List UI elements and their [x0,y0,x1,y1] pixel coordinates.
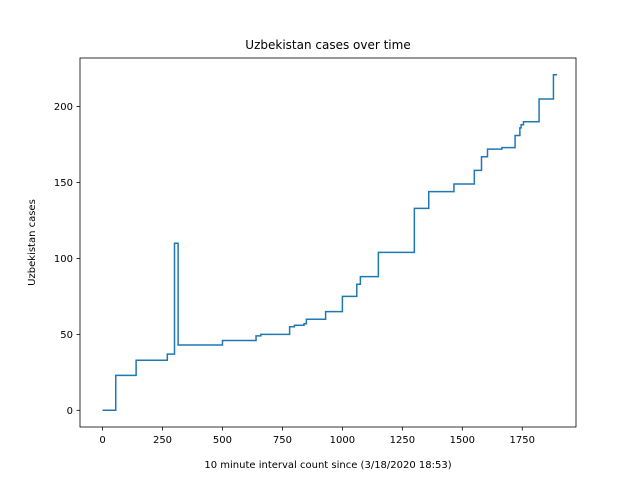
chart-title: Uzbekistan cases over time [245,38,410,52]
y-axis-label: Uzbekistan cases [27,199,38,286]
x-tick-label: 1000 [330,435,355,446]
x-tick-label: 1250 [390,435,415,446]
plot-area [80,58,576,427]
x-tick-label: 750 [273,435,292,446]
series-line [102,73,558,412]
x-tick-label: 250 [153,435,172,446]
y-tick-label: 0 [67,406,73,417]
y-tick-label: 150 [54,178,73,189]
x-tick-label: 1500 [450,435,475,446]
x-axis-label: 10 minute interval count since (3/18/202… [204,460,451,471]
x-tick-label: 1750 [510,435,535,446]
x-tick-label: 0 [99,435,105,446]
x-tick-label: 500 [213,435,232,446]
y-tick-label: 50 [60,330,73,341]
plot-frame [79,57,577,428]
y-tick-label: 200 [54,102,73,113]
y-tick-label: 100 [54,254,73,265]
axis-ticks: 0 250 500 750 1000 1250 1500 1750 0 50 100 150 200 [54,102,535,446]
